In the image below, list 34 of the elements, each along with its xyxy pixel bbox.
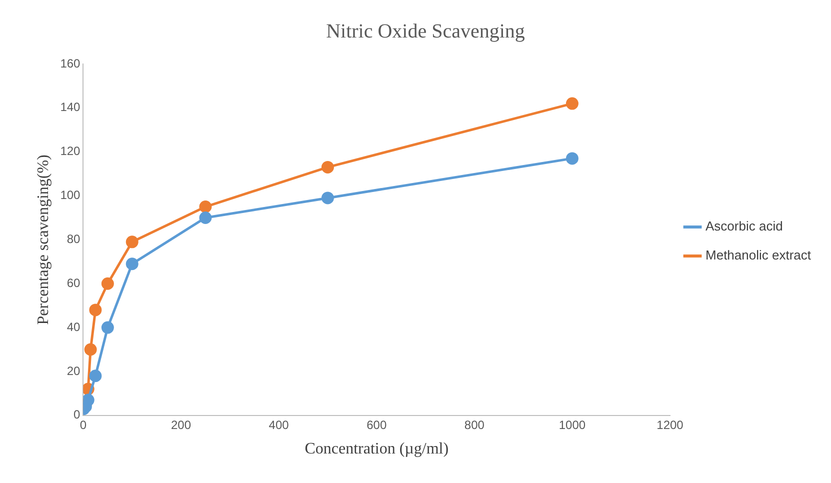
y-tick-label: 40 [66, 320, 81, 334]
point [126, 258, 138, 270]
y-tick-label: 80 [66, 232, 81, 246]
point [101, 277, 114, 290]
point [83, 394, 94, 406]
point [321, 192, 334, 204]
legend-label: Methanolic extract [706, 248, 812, 263]
x-tick-label: 1200 [656, 418, 684, 432]
y-tick-label: 140 [60, 100, 81, 114]
point [126, 236, 138, 248]
x-tick-label: 1000 [558, 418, 586, 432]
y-tick-label: 100 [60, 188, 81, 202]
x-tick-label: 200 [171, 418, 192, 432]
point [199, 200, 212, 214]
point [101, 321, 114, 334]
legend-label: Ascorbic acid [706, 218, 783, 234]
y-axis-title: Percentage scavenging(%) [34, 154, 52, 325]
point [89, 304, 102, 316]
y-tick-label: 20 [66, 364, 81, 378]
point [199, 211, 212, 224]
point [321, 160, 334, 174]
point [89, 370, 102, 382]
y-tick-label: 60 [66, 276, 81, 290]
y-tick-label: 0 [74, 408, 81, 422]
x-tick-label: 800 [464, 418, 485, 432]
y-tick-label: 160 [60, 56, 81, 70]
x-tick-label: 400 [268, 418, 290, 432]
y-tick-label: 120 [60, 144, 81, 158]
point [566, 97, 578, 110]
point [566, 152, 578, 165]
x-axis-title: Concentration (µg/ml) [304, 440, 449, 458]
x-tick-label: 600 [366, 418, 387, 432]
point [84, 343, 97, 356]
chart-title: Nitric Oxide Scavenging [326, 20, 525, 42]
